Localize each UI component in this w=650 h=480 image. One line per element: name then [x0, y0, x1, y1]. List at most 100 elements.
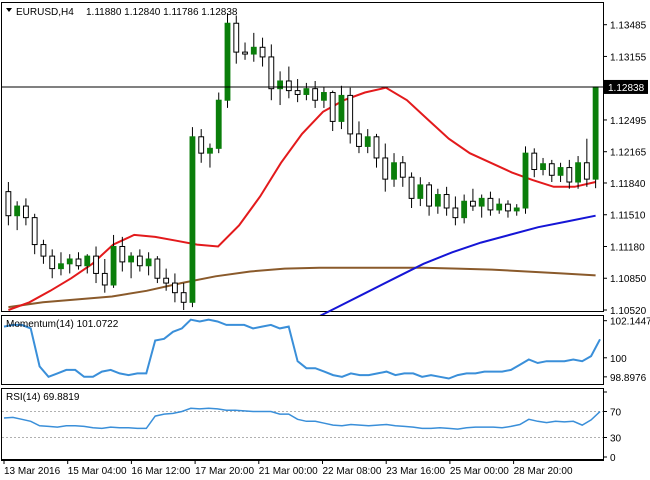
candle-body: [277, 80, 283, 90]
candle-body: [180, 292, 187, 303]
candle-body: [224, 22, 231, 101]
candle-body: [128, 255, 134, 263]
candle-body: [522, 152, 529, 209]
candle: [84, 254, 91, 274]
price-tick-label: 1.13155: [610, 52, 647, 63]
candle: [426, 182, 432, 216]
rsi-line: [3, 407, 601, 430]
candle-body: [408, 176, 415, 199]
time-tick-label: 17 Mar 20:00: [195, 466, 254, 477]
candle-body: [101, 272, 108, 286]
time-tick-label: 22 Mar 08:00: [323, 466, 382, 477]
candle: [338, 85, 345, 130]
candle: [40, 239, 47, 264]
candle: [136, 249, 143, 272]
candle: [461, 194, 468, 224]
candle: [382, 143, 389, 192]
time-tick-label: 28 Mar 20:00: [514, 466, 573, 477]
candle: [66, 254, 73, 274]
candle: [478, 194, 485, 218]
sma-mid-line: [279, 214, 596, 333]
candle: [583, 138, 590, 187]
candle: [49, 249, 56, 279]
sma-long-line: [8, 266, 596, 309]
momentum-line: [3, 318, 601, 380]
candle: [128, 252, 134, 279]
collapse-triangle-icon[interactable]: [6, 8, 12, 12]
symbol-label: EURUSD,H4: [16, 7, 74, 18]
candle-body: [417, 184, 424, 199]
candle: [347, 87, 354, 144]
time-tick-label: 23 Mar 16:00: [386, 466, 445, 477]
time-tick-label: 21 Mar 00:00: [259, 466, 318, 477]
candle-body: [250, 46, 257, 55]
candles-group: [5, 13, 599, 310]
candle: [180, 283, 187, 310]
current-price-tag-label: 1.12838: [608, 83, 645, 94]
price-tick-label: 1.12495: [610, 116, 647, 127]
price-axis: 1.13485 1.13155 1.12495 1.12165 1.11840 1.115…: [603, 21, 648, 317]
rsi-path: [3, 407, 601, 430]
candle: [557, 162, 564, 183]
candle: [5, 182, 12, 226]
candle: [294, 79, 301, 103]
time-tick-label: 25 Mar 00:00: [450, 466, 509, 477]
candle: [154, 256, 161, 284]
momentum-path: [3, 318, 601, 380]
candle: [321, 86, 327, 108]
rsi-title: RSI(14) 69.8819: [6, 392, 80, 403]
candle: [101, 259, 108, 293]
candle-body: [49, 255, 56, 270]
candle: [575, 156, 581, 189]
price-tick-label: 1.11180: [610, 242, 645, 253]
candle: [373, 133, 380, 168]
candle: [399, 156, 406, 187]
candle: [207, 143, 213, 168]
candle: [268, 44, 275, 101]
candle-body: [294, 90, 301, 95]
price-tick-label: 1.11510: [610, 211, 646, 222]
price-tick-label: 1.11840: [610, 179, 646, 190]
candle: [434, 188, 441, 214]
candle: [531, 148, 538, 178]
candle: [540, 157, 546, 176]
candle: [277, 71, 283, 106]
candle: [417, 177, 424, 207]
current-price-tag: [604, 79, 648, 94]
candle-body: [461, 200, 468, 219]
candle-body: [478, 197, 485, 207]
candle: [233, 15, 240, 64]
time-tick-label: 13 Mar 2016: [4, 466, 61, 477]
candle-body: [356, 133, 362, 147]
candle-body: [285, 80, 292, 92]
candle-body: [505, 203, 511, 212]
time-tick-label: 16 Mar 12:00: [131, 466, 190, 477]
candle: [189, 127, 196, 308]
price-tick-label: 1.10850: [610, 274, 647, 285]
chart-header: EURUSD,H4 1.11880 1.12840 1.11786 1.1283…: [6, 7, 238, 18]
price-tick-label: 1.10520: [610, 306, 647, 317]
candle-body: [154, 258, 161, 279]
candle: [31, 213, 38, 255]
candle-body: [40, 244, 47, 257]
rsi-tick-label: 70: [610, 408, 622, 419]
candle: [215, 92, 222, 154]
candle-body: [198, 136, 205, 154]
candle-body: [496, 203, 503, 211]
price-pane-frame: [1, 2, 604, 312]
candle-body: [399, 162, 406, 178]
rsi-axis: 70 30 0: [603, 391, 622, 464]
candle-body: [329, 92, 336, 122]
candle-body: [66, 258, 73, 265]
candle-body: [312, 88, 319, 101]
candle: [119, 236, 126, 272]
candle-body: [110, 245, 117, 286]
candle-body: [75, 258, 82, 267]
candle: [592, 86, 599, 189]
candle-body: [31, 217, 38, 246]
rsi-pane: RSI(14) 69.8819: [1, 388, 604, 460]
candle: [242, 42, 248, 60]
candle: [172, 273, 178, 303]
momentum-title: Momentum(14) 101.0722: [6, 319, 119, 330]
